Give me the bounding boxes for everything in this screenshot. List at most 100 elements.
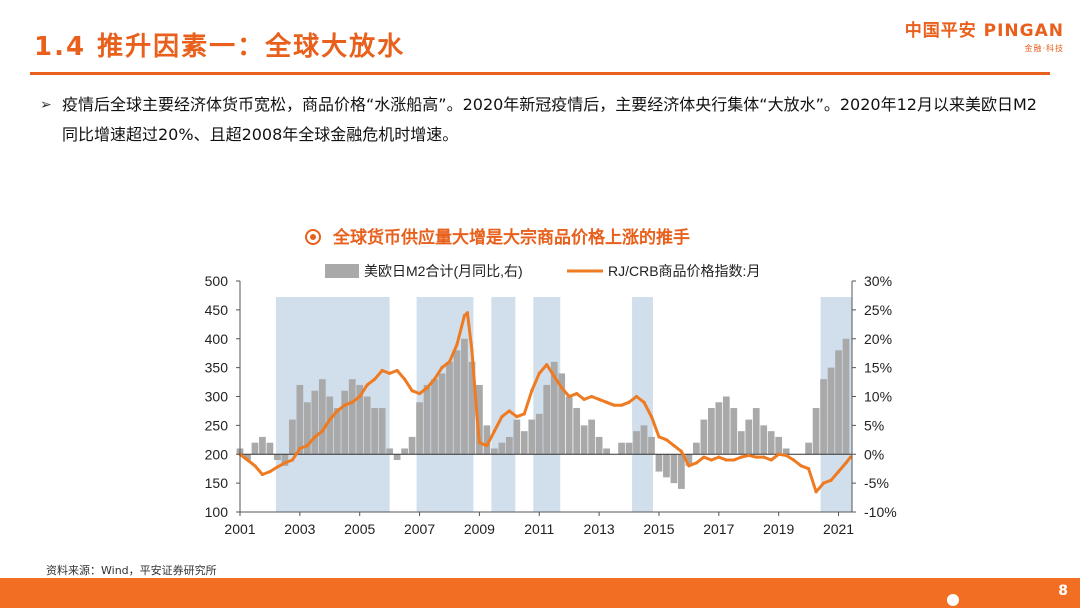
m2-bar — [835, 350, 842, 455]
footer-bar — [0, 578, 1080, 608]
x-tick-label: 2003 — [284, 521, 315, 537]
crb-point — [335, 409, 339, 413]
crb-point — [485, 443, 489, 448]
crb-point — [724, 458, 728, 462]
crb-point — [515, 415, 519, 419]
x-tick-label: 2007 — [404, 521, 435, 537]
m2-bar — [423, 384, 431, 455]
m2-bar — [820, 379, 827, 455]
crb-point — [762, 455, 766, 459]
crb-point — [605, 400, 609, 404]
bullet-paragraph: ➢ 疫情后全球主要经济体货币宽松，商品价格“水涨船高”。2020年新冠疫情后，主… — [40, 90, 1042, 150]
crb-point — [474, 406, 479, 410]
legend-label-crb: RJ/CRB商品价格指数:月 — [608, 263, 760, 279]
crb-point — [627, 400, 631, 404]
crb-point — [410, 389, 414, 393]
right-tick-label: 15% — [864, 360, 892, 376]
crb-point — [814, 490, 818, 494]
m2-bar — [378, 408, 386, 455]
m2-bar — [595, 436, 603, 455]
m2-bar — [633, 431, 640, 455]
right-tick-label: 25% — [864, 302, 892, 318]
crb-point — [829, 478, 833, 482]
legend-swatch-m2 — [325, 264, 359, 278]
crb-point — [373, 377, 377, 381]
crb-point — [848, 455, 853, 459]
slide-title: 1.4 推升因素一：全球大放水 — [34, 32, 406, 62]
m2-bar — [274, 454, 281, 461]
crb-point — [425, 386, 429, 390]
crb-point — [395, 368, 399, 373]
m2-bar — [842, 338, 850, 455]
m2-bar — [438, 373, 446, 455]
footer-logo-icon — [947, 594, 959, 606]
shaded-period — [491, 297, 516, 512]
crb-point — [320, 429, 324, 433]
m2-bar — [296, 384, 304, 455]
left-tick-label: 500 — [205, 273, 229, 289]
m2-bar — [580, 425, 588, 455]
left-tick-label: 350 — [205, 360, 229, 376]
crb-point — [455, 342, 459, 347]
left-tick-label: 400 — [205, 331, 229, 347]
m2-bar — [498, 442, 506, 455]
left-tick-label: 450 — [205, 302, 229, 318]
m2-bar — [528, 419, 536, 455]
m2-bar — [446, 361, 453, 455]
crb-point — [836, 469, 841, 474]
crb-point — [380, 368, 384, 373]
crb-point — [492, 429, 496, 433]
m2-bar — [745, 419, 753, 455]
legend: 美欧日M2合计(月同比,右) RJ/CRB商品价格指数:月 — [325, 263, 760, 279]
m2-bar — [468, 361, 476, 455]
crb-point — [747, 453, 751, 458]
crb-point — [694, 461, 698, 465]
crb-point — [702, 455, 706, 459]
right-tick-label: 10% — [864, 389, 892, 405]
crb-point — [739, 455, 743, 459]
crb-point — [634, 394, 639, 399]
right-tick-label: 30% — [864, 273, 892, 289]
crb-point — [313, 435, 317, 439]
x-tick-label: 2009 — [464, 521, 495, 537]
m2-bar — [491, 448, 498, 455]
logo-text: 中国平安 PINGAN — [904, 21, 1064, 41]
shaded-period — [632, 297, 653, 512]
left-tick-label: 300 — [205, 389, 229, 405]
m2-bar — [386, 448, 393, 455]
axes: 100 150 200 250 300 350 400 450 500 -10% -5% 0% 5% 10… — [205, 273, 897, 537]
m2-bar — [782, 448, 790, 455]
crb-point — [465, 311, 470, 315]
crb-point — [268, 469, 272, 474]
m2-bars — [236, 338, 850, 489]
crb-point — [679, 449, 684, 453]
m2-bar — [565, 396, 573, 455]
x-tick-label: 2021 — [823, 521, 854, 537]
crb-point — [253, 464, 257, 468]
crb-point — [432, 377, 437, 381]
m2-bar — [760, 425, 768, 455]
crb-point — [545, 363, 549, 367]
crb-point — [672, 443, 676, 448]
m2-bar — [251, 442, 259, 455]
crb-point — [298, 446, 302, 451]
crb-point — [245, 458, 250, 462]
crb-point — [522, 412, 526, 416]
m2-bar — [588, 419, 596, 455]
m2-bar — [416, 402, 423, 455]
chart-heading: 全球货币供应量大增是大宗商品价格上涨的推手 — [305, 223, 690, 248]
crb-point — [537, 371, 541, 375]
crb-point — [530, 389, 534, 393]
crb-point — [470, 348, 474, 352]
crb-point — [575, 392, 579, 396]
crb-point — [792, 458, 796, 462]
m2-bar — [618, 442, 625, 455]
m2-bar — [476, 384, 483, 455]
brand-logo: 中国平安 PINGAN 金融·科技 — [905, 16, 1064, 54]
right-tick-label: 0% — [864, 446, 884, 462]
m2-bar — [700, 419, 708, 455]
crb-point — [687, 464, 691, 468]
m2-bar — [648, 436, 655, 455]
x-tick-label: 2013 — [584, 521, 615, 537]
m2-bar — [431, 379, 438, 455]
